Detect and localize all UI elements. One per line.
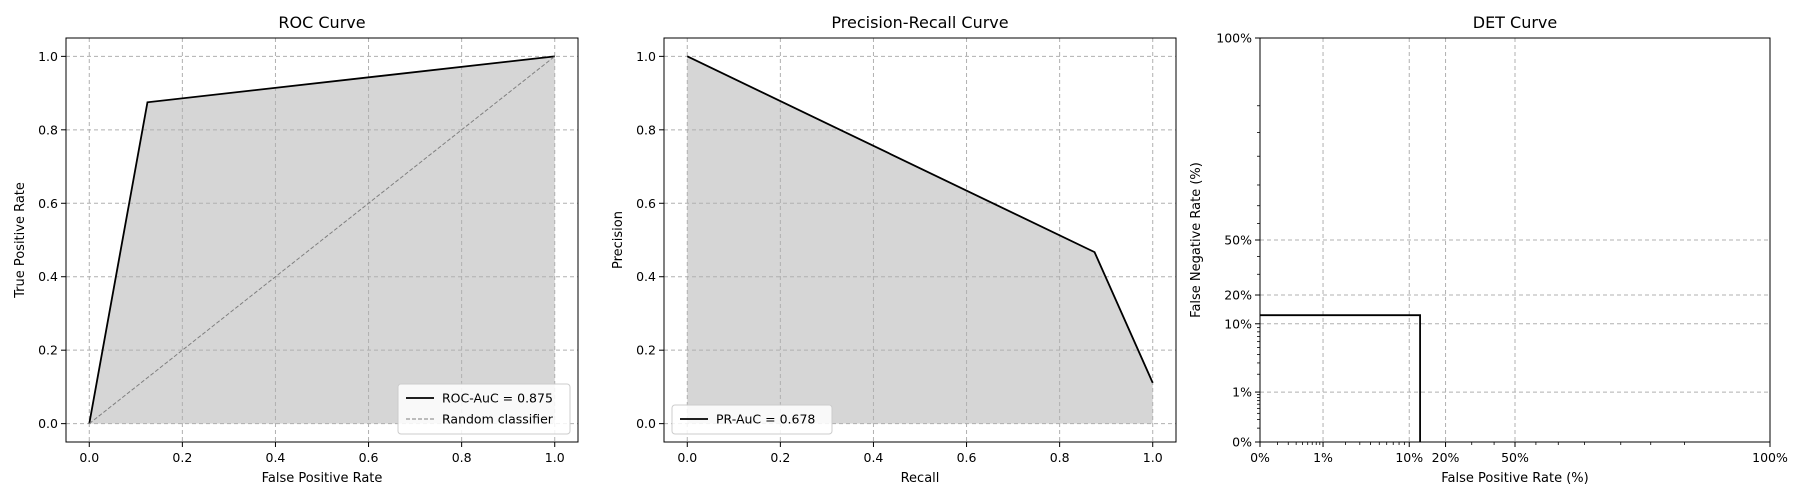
axes-frame xyxy=(65,37,579,443)
x-tick-label: 0.6 xyxy=(957,450,977,465)
x-tick-label: 0.2 xyxy=(770,450,790,465)
chart-title: ROC Curve xyxy=(278,13,365,32)
y-axis-label: Precision xyxy=(611,211,626,269)
roc-chart: 0.0 0.2 0.4 0.6 0.8 1.0 0.0 0.2 0.4 0.6 0.8 1.0 ROC … xyxy=(13,13,579,486)
legend-label: PR-AuC = 0.678 xyxy=(716,412,815,427)
x-tick-label: 100% xyxy=(1752,450,1788,465)
axes-frame xyxy=(663,37,1177,443)
x-tick-label: 20% xyxy=(1432,450,1460,465)
legend-box xyxy=(671,404,833,435)
chart-title: DET Curve xyxy=(1473,13,1558,32)
chart-title: Precision-Recall Curve xyxy=(831,13,1008,32)
precision-recall-chart: 0.0 0.2 0.4 0.6 0.8 1.0 0.0 0.2 0.4 0.6 0.8 1.0 Prec… xyxy=(611,13,1177,486)
series-line-0 xyxy=(88,55,555,424)
x-tick-label: 10% xyxy=(1395,450,1423,465)
y-tick-label: 1.0 xyxy=(38,49,58,64)
y-tick-label: 0.4 xyxy=(38,269,58,284)
y-tick-label: 1.0 xyxy=(636,49,656,64)
series-line-0 xyxy=(1260,314,1421,442)
legend-label: Random classifier xyxy=(442,412,554,427)
area-fill-series-0 xyxy=(687,56,1153,424)
y-tick-label: 50% xyxy=(1224,233,1252,248)
legend: PR-AuC = 0.678 xyxy=(671,404,833,435)
y-axis-label: False Negative Rate (%) xyxy=(1189,162,1204,318)
y-tick-label: 0.0 xyxy=(636,416,656,431)
y-tick-label: 100% xyxy=(1216,31,1252,46)
y-tick-label: 10% xyxy=(1224,316,1252,331)
x-tick-label: 0.0 xyxy=(677,450,697,465)
series-line-0 xyxy=(686,55,1154,384)
x-tick-label: 1.0 xyxy=(545,450,565,465)
y-tick-label: 0.2 xyxy=(38,343,58,358)
legend: ROC-AuC = 0.875 Random classifier xyxy=(397,383,571,435)
x-axis-label: Recall xyxy=(901,471,940,486)
x-tick-label: 1.0 xyxy=(1143,450,1163,465)
x-tick-label: 0.8 xyxy=(452,450,472,465)
y-tick-label: 0.0 xyxy=(38,416,58,431)
x-tick-label: 0.6 xyxy=(359,450,379,465)
y-tick-label: 0.6 xyxy=(636,196,656,211)
y-tick-label: 0.8 xyxy=(636,122,656,137)
x-tick-label: 0% xyxy=(1250,450,1270,465)
x-tick-label: 50% xyxy=(1501,450,1529,465)
x-tick-label: 0.2 xyxy=(172,450,192,465)
x-axis-label: False Positive Rate xyxy=(262,471,383,486)
legend-label: ROC-AuC = 0.875 xyxy=(442,391,553,406)
x-axis-label: False Positive Rate (%) xyxy=(1441,471,1588,486)
x-tick-label: 0.8 xyxy=(1050,450,1070,465)
x-tick-label: 0.4 xyxy=(864,450,884,465)
series-line-1 xyxy=(88,55,556,425)
y-tick-label: 0% xyxy=(1232,435,1252,450)
y-tick-label: 0.4 xyxy=(636,269,656,284)
y-axis-label: True Positive Rate xyxy=(13,182,28,299)
x-tick-label: 0.0 xyxy=(79,450,99,465)
y-tick-label: 0.6 xyxy=(38,196,58,211)
x-tick-label: 0.4 xyxy=(266,450,286,465)
y-tick-label: 1% xyxy=(1232,385,1252,400)
y-tick-label: 0.2 xyxy=(636,343,656,358)
legend-box xyxy=(397,383,571,435)
y-tick-label: 0.8 xyxy=(38,122,58,137)
x-tick-label: 1% xyxy=(1313,450,1333,465)
y-tick-label: 20% xyxy=(1224,288,1252,303)
det-chart: 0% 1% 10% 20% 50% 100% 0% 1% 10% 20% 50% 100% DET Cu… xyxy=(1189,13,1788,486)
